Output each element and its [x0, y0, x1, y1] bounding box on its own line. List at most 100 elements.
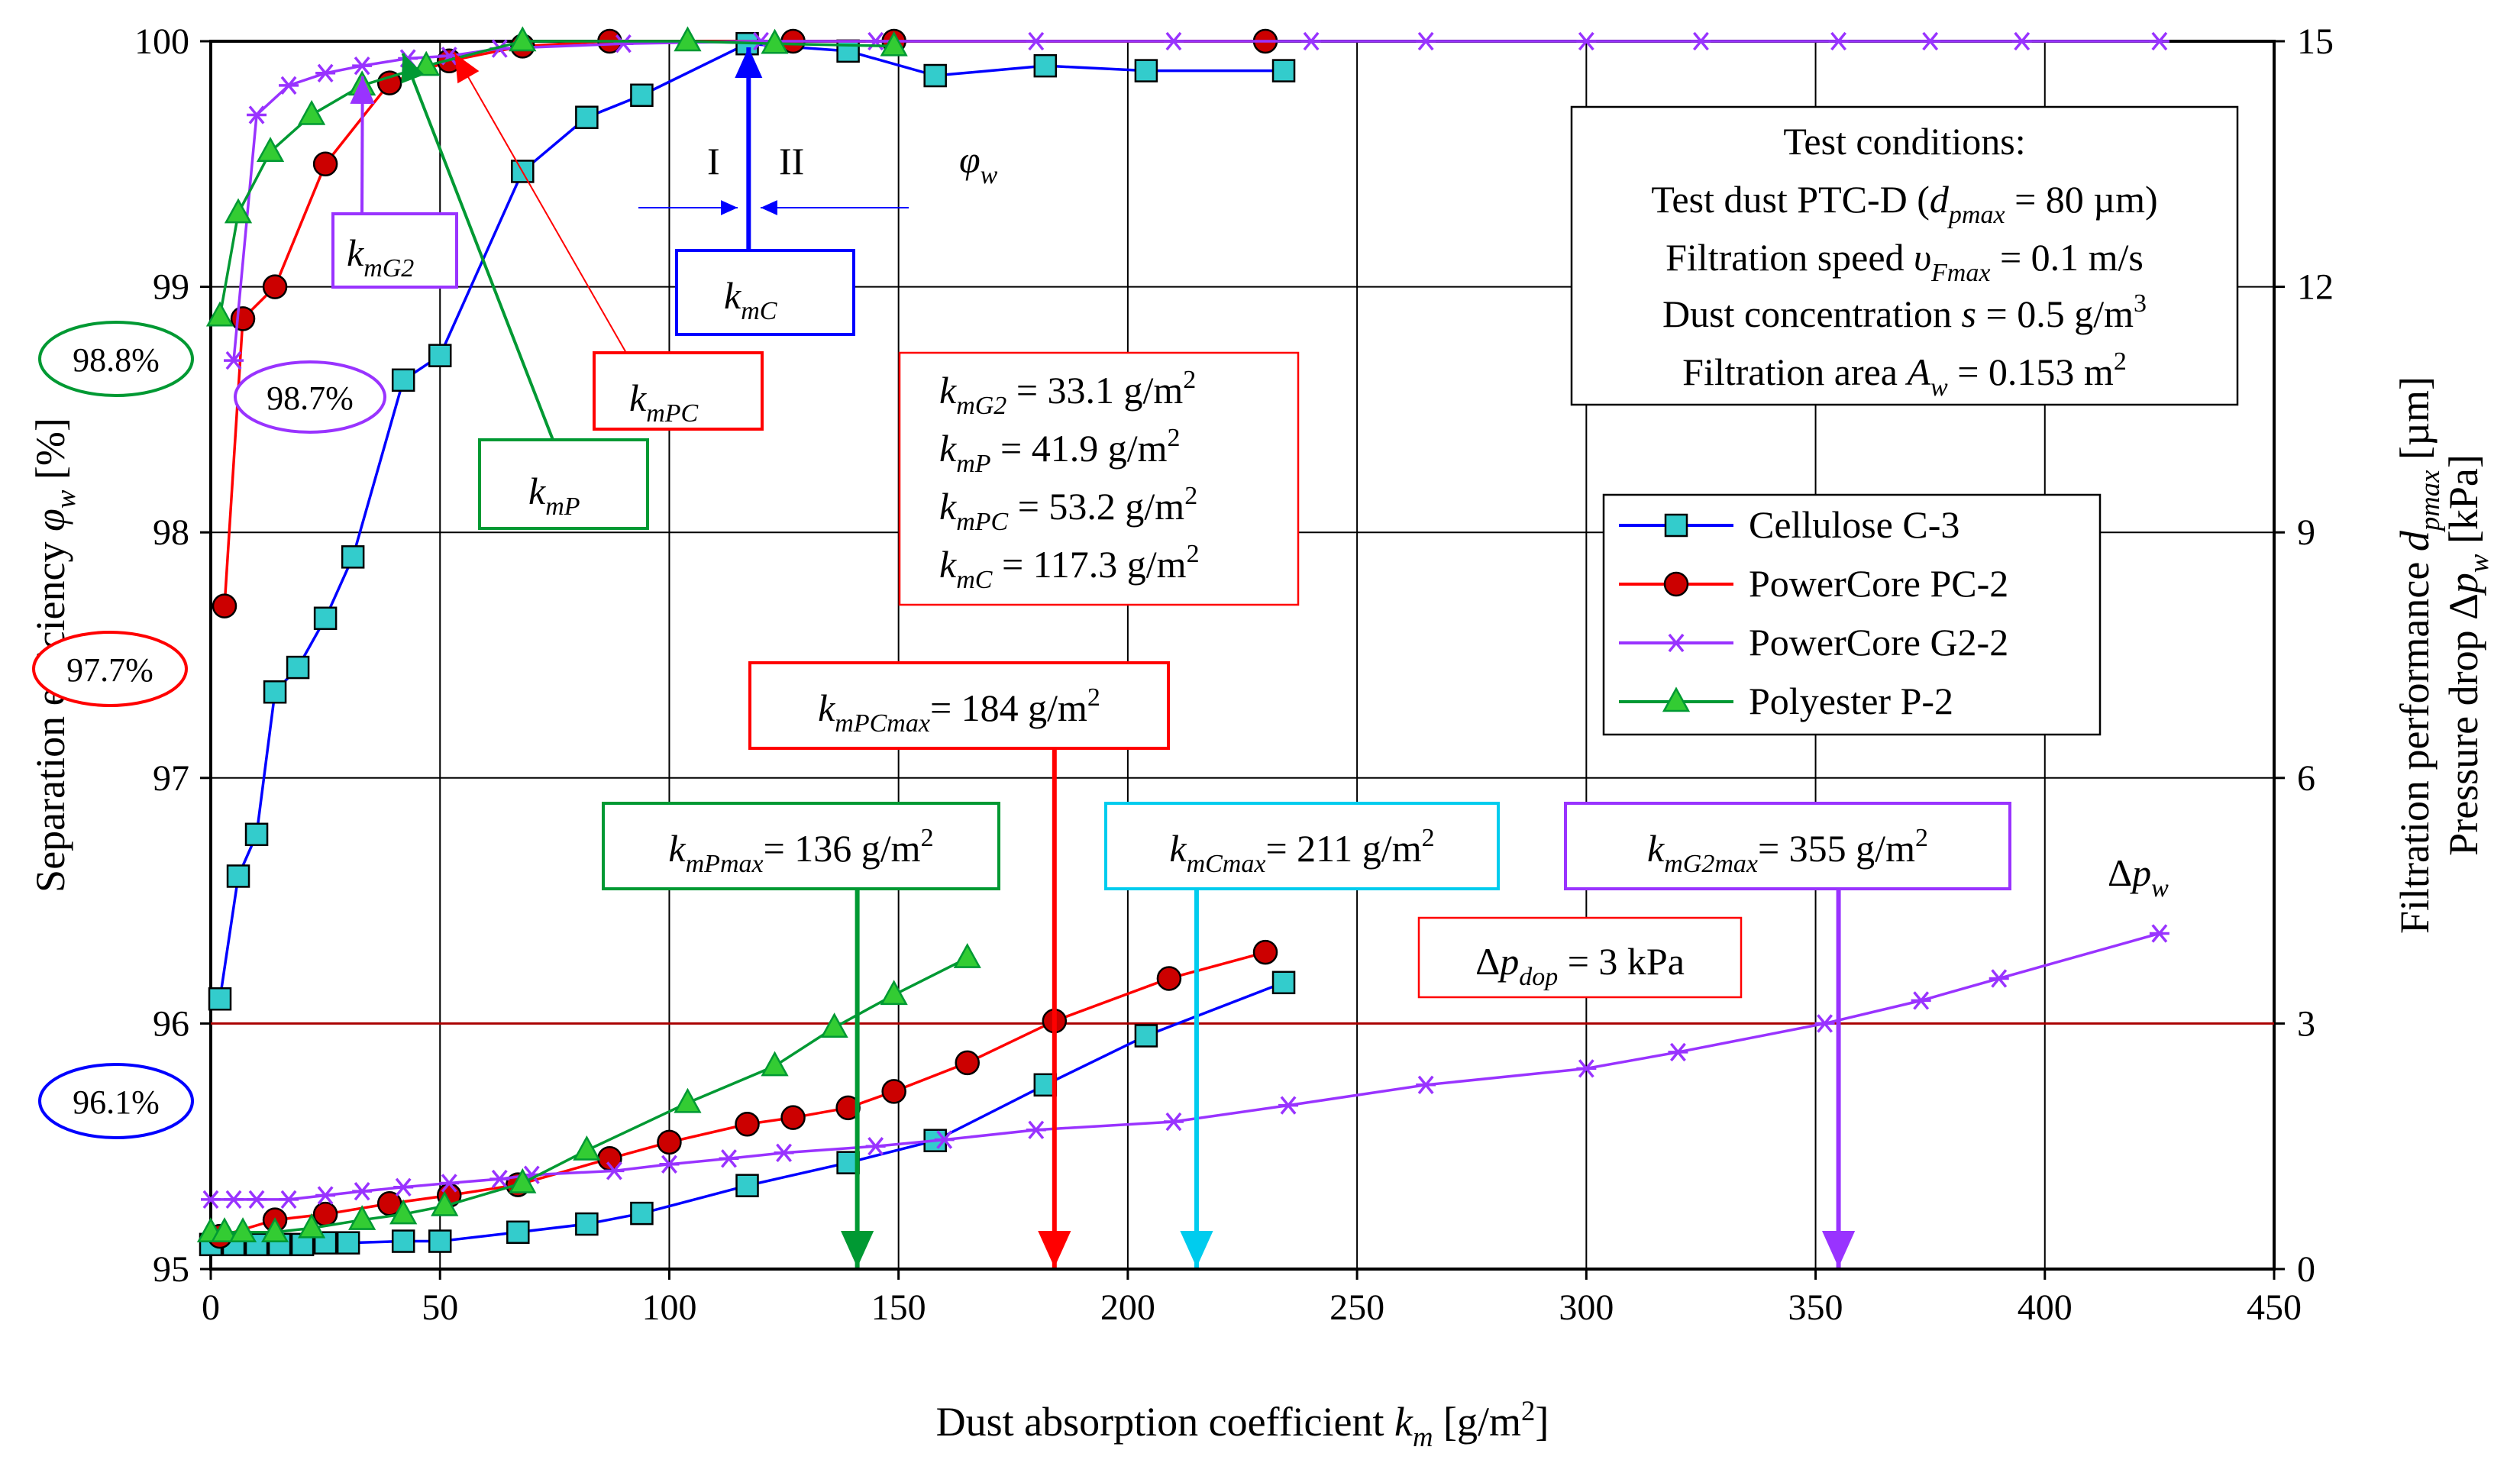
- kmax-label-mPCmax: kmPCmax= 184 g/m2: [818, 683, 1100, 738]
- kmp-arrow-head: [401, 53, 425, 84]
- data-point-circle: [657, 1129, 682, 1155]
- asterisk-stroke: [776, 1143, 793, 1162]
- data-point-circle: [212, 593, 237, 618]
- data-point-asterisk: [247, 105, 267, 124]
- asterisk-stroke: [354, 56, 370, 76]
- data-point-asterisk: [1278, 1096, 1299, 1115]
- data-point-asterisk: [659, 1155, 680, 1174]
- kmp-label-box: [478, 438, 649, 530]
- data-point-triangle: [210, 1217, 239, 1243]
- kmp-label: kmP: [528, 470, 580, 521]
- powercore-pc-2-pressure-line: [219, 951, 1266, 1238]
- asterisk-stroke: [491, 39, 508, 58]
- ellipse-label-3: [38, 1063, 194, 1139]
- data-point-square: [836, 39, 860, 63]
- asterisk-stroke: [1578, 31, 1594, 51]
- y-left-tick-label: 95: [153, 1249, 189, 1290]
- data-point-triangle: [205, 301, 234, 327]
- kmax-label-mCmax: kmCmax= 211 g/m2: [1169, 824, 1434, 878]
- data-point-asterisk: [439, 1174, 460, 1193]
- legend-label: PowerCore G2-2: [1749, 621, 2008, 664]
- x-tick-label: 150: [871, 1287, 926, 1328]
- data-point-asterisk: [201, 1190, 221, 1209]
- data-point-square: [506, 1220, 530, 1245]
- ellipse-label-2: [32, 631, 188, 707]
- series-cellulose-c-3: [199, 31, 1296, 1257]
- data-point-asterisk: [2149, 924, 2169, 943]
- asterisk-stroke: [1913, 991, 1930, 1010]
- data-point-circle: [955, 1050, 980, 1076]
- data-point-square: [391, 1229, 415, 1253]
- kmp-arrow: [401, 53, 554, 441]
- ellipse-label-1: [234, 360, 386, 434]
- data-point-square: [244, 822, 269, 847]
- asterisk-stroke: [661, 1155, 677, 1174]
- y-left-tick-label: 100: [134, 21, 189, 62]
- ellipse-text-2: 97.7%: [66, 651, 153, 689]
- data-point-triangle: [509, 26, 537, 52]
- asterisk-stroke: [1165, 31, 1182, 51]
- asterisk-stroke: [317, 1186, 334, 1205]
- data-point-asterisk: [1691, 31, 1711, 51]
- asterisk-stroke: [936, 1130, 953, 1149]
- data-point-asterisk: [1416, 31, 1436, 51]
- data-point-asterisk: [1026, 1120, 1046, 1139]
- data-point-asterisk: [604, 1161, 625, 1180]
- x-tick-label: 450: [2247, 1287, 2302, 1328]
- data-point-triangle: [674, 1087, 702, 1113]
- data-point-square: [226, 864, 250, 888]
- data-point-square: [341, 545, 365, 569]
- data-point-triangle: [256, 137, 285, 162]
- data-point-square: [1271, 59, 1296, 82]
- legend-label: Polyester P-2: [1749, 680, 1953, 722]
- km-value-mG2: kmG2 = 33.1 g/m2: [939, 366, 1196, 420]
- ellipse-label-0: [38, 321, 194, 397]
- y-left-axis-title: Separation efficiency φw [%]: [27, 418, 81, 893]
- kmg2-arrow-head: [350, 76, 375, 105]
- asterisk-stroke: [317, 63, 334, 82]
- data-point-circle: [1252, 939, 1278, 965]
- y-right-tick-label: 0: [2297, 1249, 2315, 1290]
- dp-dop-label: Δpdop = 3 kPa: [1475, 940, 1685, 991]
- x-axis-title: Dust absorption coefficient km [g/m2]: [936, 1395, 1549, 1452]
- data-point-asterisk: [1576, 31, 1597, 51]
- y-right-tick-label: 12: [2297, 267, 2334, 308]
- y-right-axis-title-2: Pressure drop Δpw [kPa]: [2441, 454, 2494, 856]
- kmpc-arrow: [454, 53, 627, 354]
- ellipse-text-1: 98.7%: [267, 379, 354, 417]
- data-point-triangle: [348, 1205, 376, 1230]
- data-point-asterisk: [352, 56, 373, 76]
- data-point-triangle: [761, 1051, 789, 1077]
- test-conditions-title: Test conditions:: [1783, 120, 2025, 163]
- data-point-asterisk: [315, 1186, 336, 1205]
- asterisk-stroke: [2151, 924, 2168, 943]
- data-point-triangle: [573, 1135, 601, 1161]
- asterisk-stroke: [354, 1181, 370, 1201]
- data-point-triangle: [224, 198, 253, 224]
- data-point-asterisk: [613, 34, 634, 53]
- data-point-asterisk: [1668, 1042, 1688, 1062]
- asterisk-stroke: [395, 1177, 412, 1197]
- data-point-asterisk: [224, 350, 244, 370]
- x-tick-label: 200: [1100, 1287, 1155, 1328]
- asterisk-stroke: [441, 1174, 457, 1193]
- data-point-circle: [881, 1079, 906, 1104]
- data-point-asterisk: [934, 1130, 955, 1149]
- data-point-triangle: [820, 1012, 848, 1038]
- data-point-square: [1134, 1024, 1158, 1048]
- asterisk-stroke: [1417, 1075, 1434, 1094]
- data-point-triangle: [509, 1167, 537, 1193]
- kmg2-label: kmG2: [347, 231, 414, 283]
- data-point-triangle: [412, 50, 441, 76]
- data-point-asterisk: [1920, 31, 1940, 51]
- data-point-square: [575, 1212, 599, 1236]
- asterisk-stroke: [1578, 1059, 1594, 1078]
- km-value-mP: kmP = 41.9 g/m2: [939, 424, 1181, 478]
- asterisk-stroke: [2151, 31, 2168, 51]
- data-point-asterisk: [2149, 31, 2169, 51]
- asterisk-stroke: [606, 1161, 622, 1180]
- test-dust-line: Test dust PTC-D (dpmax = 80 µm): [1651, 178, 2157, 229]
- data-point-triangle: [228, 1217, 257, 1243]
- asterisk-stroke: [1028, 31, 1045, 51]
- data-point-asterisk: [2011, 31, 2032, 51]
